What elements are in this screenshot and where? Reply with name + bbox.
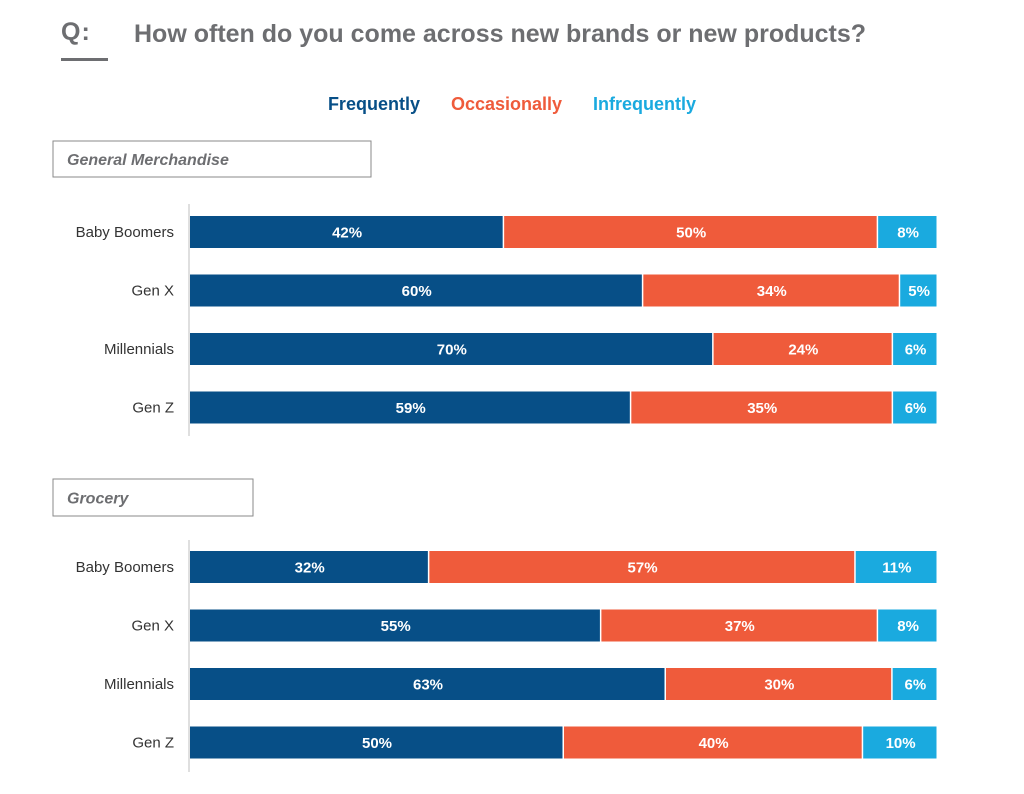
- chart-2-bar-occasionally: [666, 668, 892, 700]
- chart-2-bar-frequently: [190, 726, 563, 759]
- chart-1-bar-occasionally: [713, 333, 892, 365]
- chart-1-bar-occasionally: [504, 216, 877, 248]
- legend-occasionally: Occasionally: [450, 94, 563, 114]
- chart-2-data-label-frequently: 55%: [381, 618, 411, 635]
- chart-2-category-label: Gen Z: [132, 735, 174, 752]
- legend-infrequently: Infrequently: [593, 94, 697, 114]
- chart-1-bar-occasionally: [643, 274, 899, 307]
- chart-1-data-label-infrequently: 5%: [908, 283, 930, 300]
- legend-frequently: Frequently: [327, 94, 420, 114]
- chart-1-data-label-frequently: 59%: [396, 400, 426, 417]
- question-text: How often do you come across new brands …: [134, 20, 867, 48]
- chart-2-data-label-infrequently: 11%: [882, 560, 911, 577]
- chart-2-bar-infrequently: [863, 726, 937, 759]
- chart-2-data-label-occasionally: 37%: [725, 618, 755, 635]
- chart-1-title-box: [52, 140, 372, 178]
- chart-2-category-label: Gen X: [131, 618, 174, 635]
- chart-1-bar-frequently: [190, 274, 642, 307]
- question-underline: [61, 58, 108, 61]
- chart-1-category-label: Gen X: [131, 283, 174, 300]
- chart-1-title: General Merchandise: [67, 152, 229, 169]
- chart-1-data-label-occasionally: 34%: [757, 283, 787, 300]
- chart-1-data-label-frequently: 70%: [437, 342, 467, 359]
- chart-1-data-label-frequently: 42%: [332, 225, 362, 242]
- chart-1-data-label-frequently: 60%: [402, 283, 432, 300]
- chart-1-data-label-occasionally: 24%: [788, 342, 818, 359]
- chart-1-bar-frequently: [190, 333, 713, 365]
- chart-1-bar-frequently: [190, 216, 503, 248]
- chart-1-bar-infrequently: [878, 216, 937, 248]
- chart-2-bar-infrequently: [892, 668, 937, 700]
- chart-2-data-label-occasionally: 30%: [764, 677, 794, 694]
- chart-1-data-label-occasionally: 50%: [676, 225, 706, 242]
- chart-2-data-label-infrequently: 6%: [904, 677, 926, 694]
- chart-1-category-label: Gen Z: [132, 400, 174, 417]
- chart-1-bar-frequently: [190, 391, 630, 424]
- chart-1-data-label-infrequently: 6%: [905, 342, 927, 359]
- chart-2-data-label-frequently: 32%: [295, 560, 325, 577]
- chart-2-bar-occasionally: [429, 551, 855, 583]
- chart-1-category-label: Baby Boomers: [76, 224, 174, 241]
- chart-1-data-label-occasionally: 35%: [747, 400, 777, 417]
- chart-1-data-label-infrequently: 6%: [905, 400, 927, 417]
- chart-1-bar-infrequently: [893, 391, 937, 424]
- chart-2-data-label-infrequently: 8%: [897, 618, 919, 635]
- chart-1-bar-occasionally: [631, 391, 892, 424]
- chart-2-title: Grocery: [67, 491, 129, 508]
- chart-2-bar-frequently: [190, 609, 600, 642]
- chart-2-data-label-frequently: 63%: [413, 677, 443, 694]
- chart-2-bar-infrequently: [855, 551, 937, 583]
- chart-1-data-label-infrequently: 8%: [897, 225, 919, 242]
- chart-2-data-label-infrequently: 10%: [886, 735, 916, 752]
- chart-2-bar-occasionally: [564, 726, 862, 759]
- chart-2-data-label-occasionally: 57%: [628, 560, 658, 577]
- chart-1-bar-infrequently: [900, 274, 937, 307]
- chart-2-category-label: Baby Boomers: [76, 559, 174, 576]
- chart-2-bar-frequently: [190, 668, 665, 700]
- chart-2-bar-occasionally: [601, 609, 877, 642]
- chart-2-data-label-frequently: 50%: [362, 735, 392, 752]
- question-prefix: Q:: [61, 18, 91, 46]
- legend: Frequently Occasionally Infrequently: [0, 94, 1024, 115]
- chart-2-title-box: [52, 478, 254, 517]
- chart-2-bar-infrequently: [878, 609, 937, 642]
- chart-2-bar-frequently: [190, 551, 428, 583]
- chart-2-data-label-occasionally: 40%: [699, 735, 729, 752]
- chart-2-category-label: Millennials: [104, 676, 174, 693]
- chart-1-category-label: Millennials: [104, 341, 174, 358]
- chart-1-bar-infrequently: [893, 333, 937, 365]
